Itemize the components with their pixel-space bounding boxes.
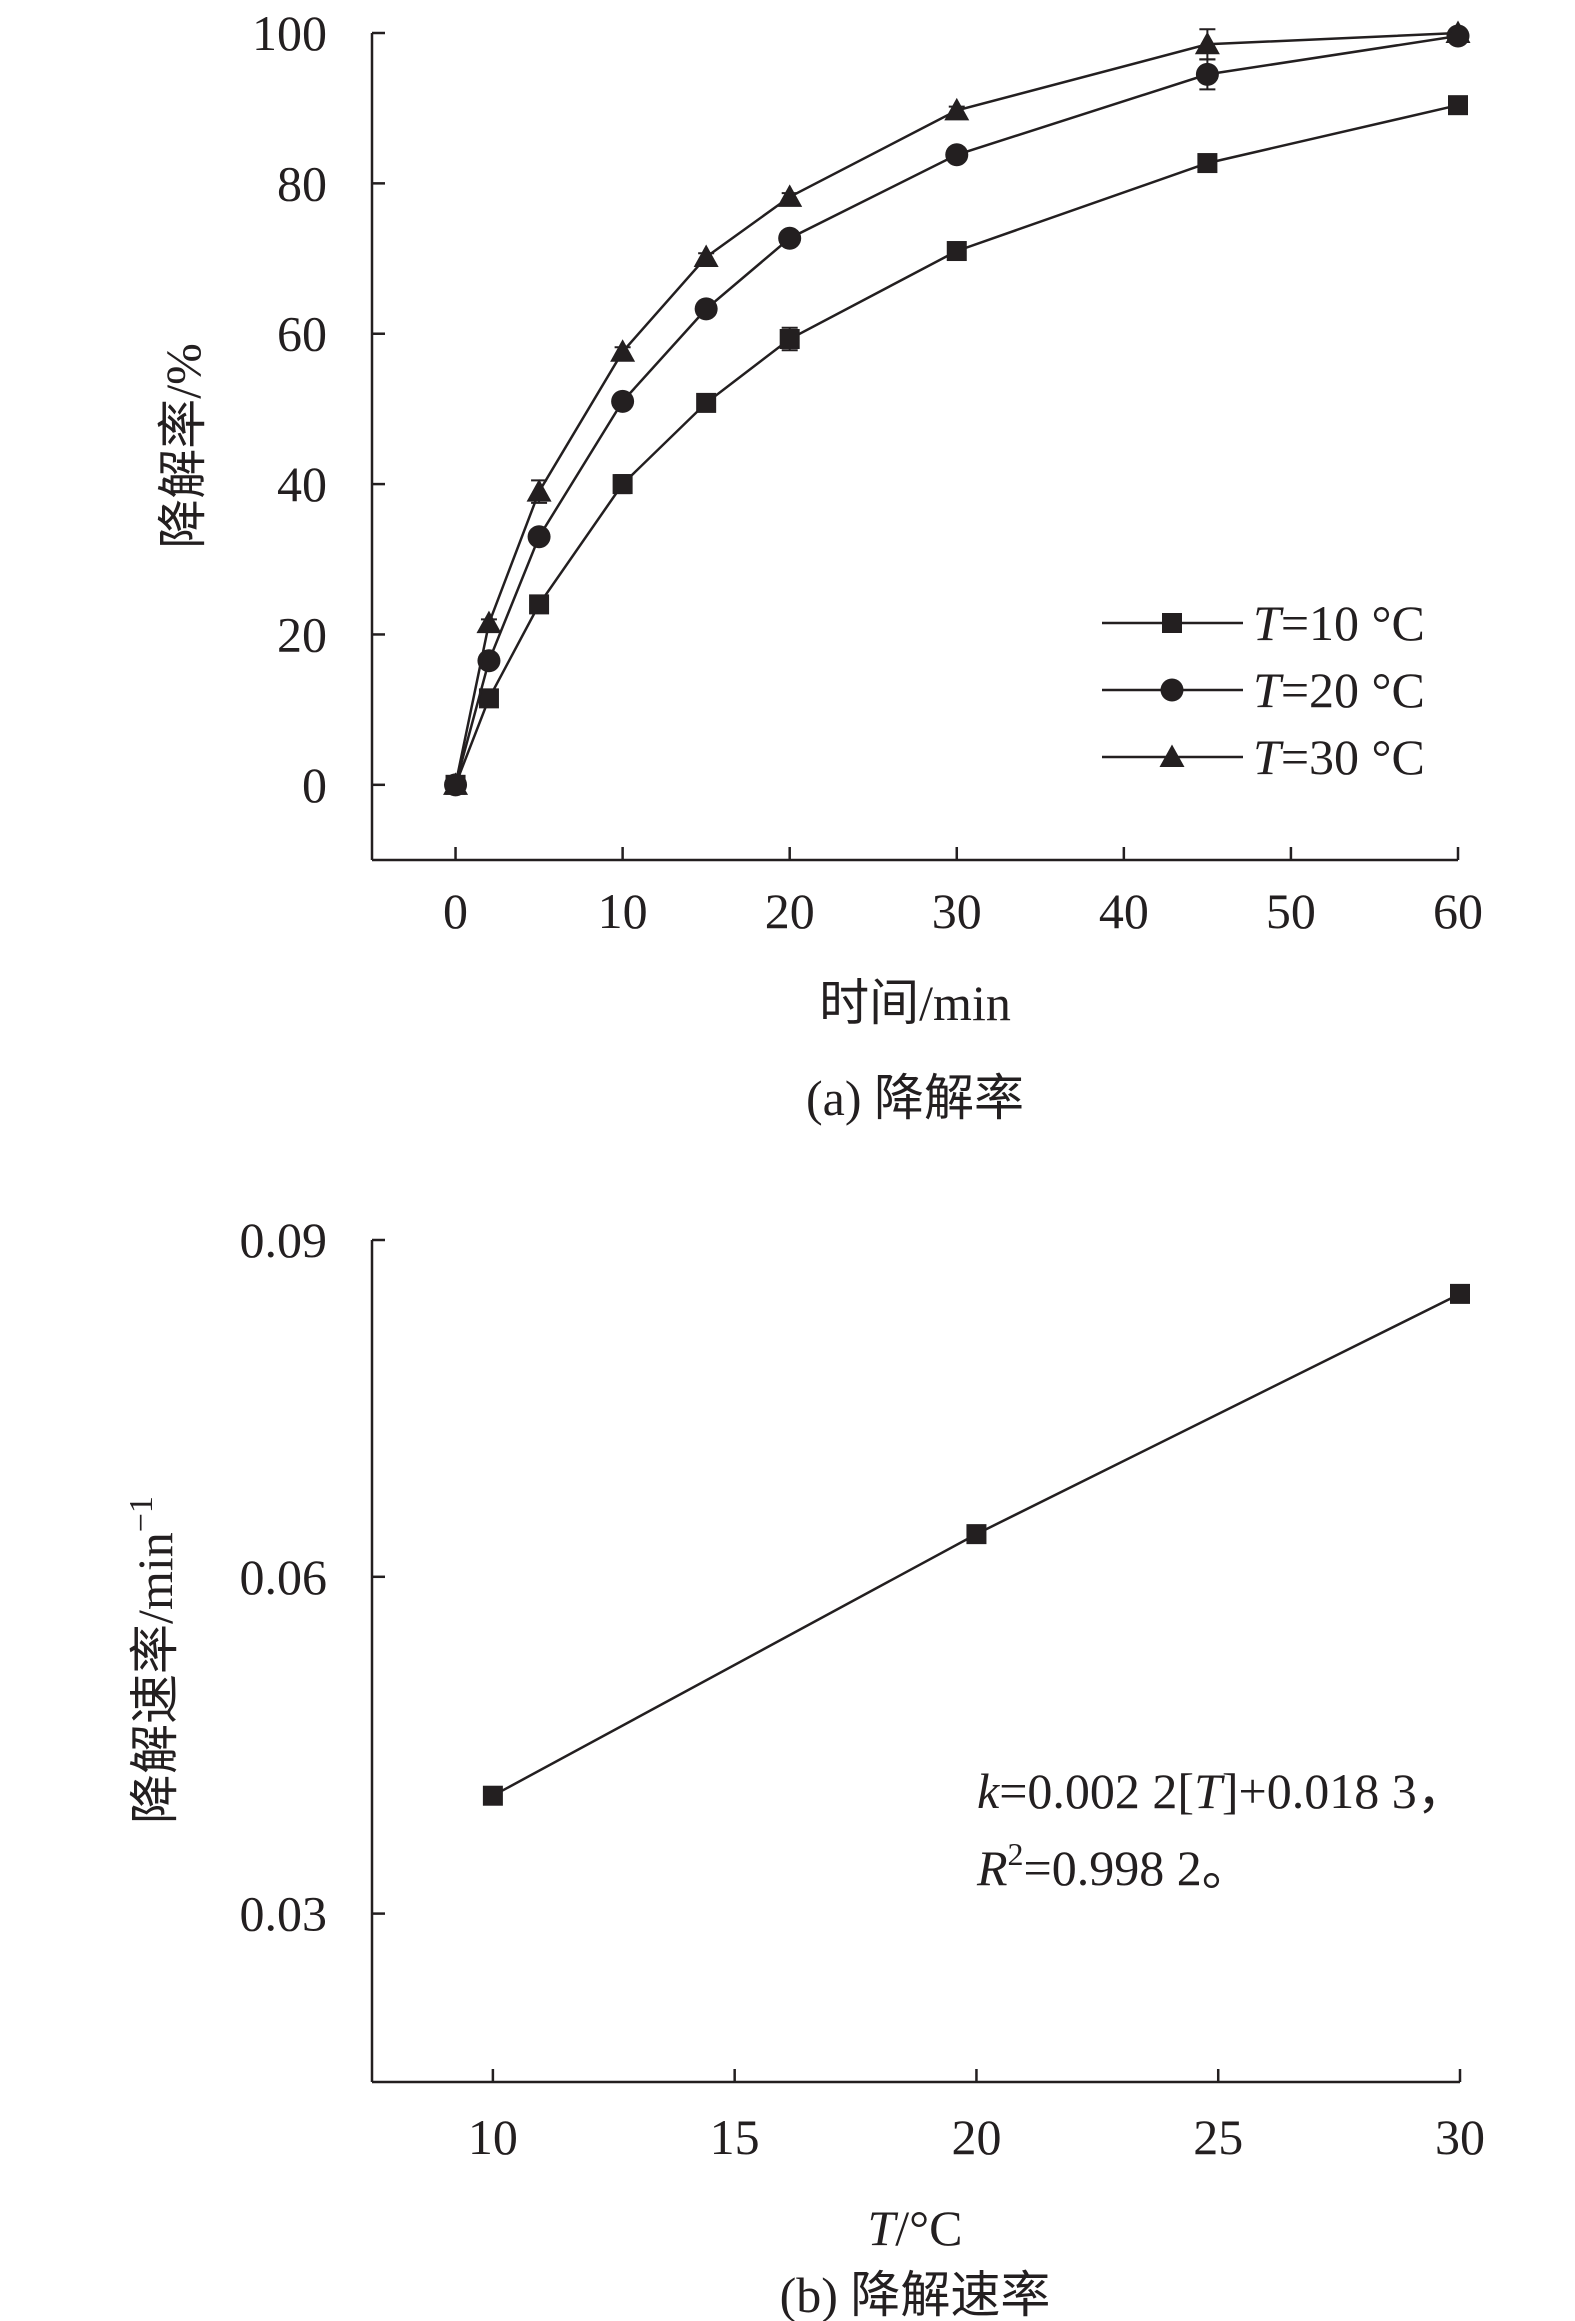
chart-a-y-tick-label: 100 bbox=[252, 5, 327, 61]
chart-a-x-ticks: 0 10 20 30 40 50 60 bbox=[443, 847, 1483, 939]
chart-a-data-point bbox=[527, 525, 551, 549]
chart-b-caption: (b) 降解速率 bbox=[780, 2267, 1051, 2321]
chart-a-data-point bbox=[610, 339, 636, 362]
chart-b-data-point bbox=[482, 1785, 503, 1806]
fit-r-squared-exponent: 2 bbox=[1008, 1836, 1024, 1872]
legend-label-value: =20 °C bbox=[1281, 662, 1425, 718]
chart-a-data-point bbox=[1194, 31, 1220, 55]
chart-a-data-point bbox=[694, 297, 718, 321]
legend-label-value: =30 °C bbox=[1281, 729, 1425, 785]
chart-a-y-ticks: 0 20 40 60 80 100 bbox=[252, 5, 385, 813]
chart-b-x-ticks: 10 15 20 25 30 bbox=[468, 2069, 1485, 2165]
chart-b-data-point bbox=[966, 1524, 987, 1545]
chart-a-data-point bbox=[778, 226, 802, 250]
fit-r-squared-value: =0.998 2。 bbox=[1024, 1840, 1252, 1896]
chart-b-series-1 bbox=[482, 1283, 1470, 1806]
chart-a-data-point bbox=[611, 389, 635, 413]
chart-a-data-point bbox=[1445, 20, 1471, 43]
legend-label: T=20 °C bbox=[1253, 662, 1425, 718]
chart-b-x-axis-title: T/°C bbox=[867, 2200, 962, 2256]
chart-a-x-tick-label: 20 bbox=[765, 883, 815, 939]
chart-a-y-tick-label: 20 bbox=[277, 606, 327, 662]
chart-b-x-tick-label: 25 bbox=[1193, 2109, 1243, 2165]
legend-entry-1: T=10 °C bbox=[1102, 595, 1425, 651]
chart-a-data-point bbox=[443, 772, 469, 795]
fit-r-squared-R: R bbox=[976, 1840, 1008, 1896]
chart-a-x-axis-title: 时间/min bbox=[819, 975, 1011, 1031]
fit-equation-k: k bbox=[977, 1763, 1000, 1819]
chart-a-y-tick-label: 80 bbox=[277, 155, 327, 211]
legend-marker bbox=[1162, 613, 1182, 633]
chart-b-x-axis-unit: /°C bbox=[895, 2200, 962, 2256]
chart-b-series bbox=[482, 1283, 1470, 1806]
chart-b-y-tick-label: 0.03 bbox=[240, 1886, 328, 1942]
fit-r-squared: R2=0.998 2。 bbox=[976, 1836, 1252, 1896]
chart-b-x-tick-label: 15 bbox=[710, 2109, 760, 2165]
chart-a-data-point bbox=[1448, 95, 1468, 116]
chart-a-data-point bbox=[1197, 153, 1218, 174]
legend-marker bbox=[1159, 744, 1185, 767]
chart-b-x-tick-label: 10 bbox=[468, 2109, 518, 2165]
legend-label-variable: T bbox=[1253, 729, 1284, 785]
chart-b-y-axis-title-base: 降解速率/min bbox=[127, 1532, 183, 1824]
legend-label: T=10 °C bbox=[1253, 595, 1425, 651]
legend-label-variable: T bbox=[1253, 595, 1284, 651]
chart-a-y-tick-label: 40 bbox=[277, 456, 327, 512]
chart-a-series bbox=[443, 20, 1471, 797]
chart-b-y-tick-label: 0.06 bbox=[240, 1549, 328, 1605]
chart-a-data-point bbox=[478, 688, 499, 709]
chart-a-legend: T=10 °CT=20 °CT=30 °C bbox=[1102, 595, 1425, 785]
chart-a-data-point bbox=[612, 474, 633, 495]
legend-label: T=30 °C bbox=[1253, 729, 1425, 785]
fit-equation-part1: =0.002 2[ bbox=[999, 1763, 1194, 1819]
chart-a-data-point bbox=[526, 479, 552, 502]
chart-a-y-tick-label: 60 bbox=[277, 306, 327, 362]
fit-equation-T: T bbox=[1194, 1763, 1225, 1819]
chart-a-y-axis-title: 降解率/% bbox=[155, 343, 211, 549]
legend-entry-3: T=30 °C bbox=[1102, 729, 1425, 785]
chart-a-x-tick-label: 0 bbox=[443, 883, 468, 939]
chart-b-x-tick-label: 20 bbox=[951, 2109, 1001, 2165]
chart-a-data-point bbox=[945, 143, 969, 167]
legend-entry-2: T=20 °C bbox=[1102, 662, 1425, 718]
chart-b-x-axis-variable: T bbox=[867, 2200, 898, 2256]
legend-marker bbox=[1160, 678, 1184, 702]
fit-equation: k=0.002 2[T]+0.018 3， bbox=[977, 1763, 1467, 1819]
chart-a-x-tick-label: 50 bbox=[1266, 883, 1316, 939]
fit-equation-part2: ]+0.018 3， bbox=[1222, 1763, 1467, 1819]
chart-b-y-axis-title-exponent: −1 bbox=[123, 1496, 160, 1532]
chart-a-data-point bbox=[1195, 62, 1219, 86]
chart-a-x-tick-label: 30 bbox=[932, 883, 982, 939]
chart-a-data-point bbox=[946, 241, 967, 262]
chart-a-x-tick-label: 60 bbox=[1433, 883, 1483, 939]
chart-b-y-ticks: 0.03 0.06 0.09 bbox=[240, 1212, 385, 1942]
chart-a-x-tick-label: 10 bbox=[598, 883, 648, 939]
legend-label-variable: T bbox=[1253, 662, 1284, 718]
chart-a-data-point bbox=[777, 184, 803, 207]
chart-a-caption: (a) 降解率 bbox=[806, 1070, 1024, 1126]
chart-b-fit-line bbox=[492, 1292, 1461, 1797]
chart-b-y-axis-title: 降解速率/min−1 bbox=[123, 1496, 183, 1824]
chart-a-data-point bbox=[779, 328, 800, 349]
chart-a-x-tick-label: 40 bbox=[1099, 883, 1149, 939]
legend-label-value: =10 °C bbox=[1281, 595, 1425, 651]
chart-a-data-point bbox=[693, 244, 719, 268]
chart-b-degradation-rate-constant: 0.030.060.09 10 15 20 25 30 T/°C 降解速率/min−1 … bbox=[123, 1212, 1485, 2321]
chart-a-y-tick-label: 0 bbox=[302, 757, 327, 813]
chart-a-data-point bbox=[696, 392, 717, 413]
chart-b-x-tick-label: 30 bbox=[1435, 2109, 1485, 2165]
chart-b-y-tick-label: 0.09 bbox=[240, 1212, 328, 1268]
chart-b-data-point bbox=[1450, 1283, 1470, 1304]
chart-a-series-3 bbox=[443, 20, 1471, 795]
chart-a-data-point bbox=[944, 97, 970, 121]
chart-a-series-1 bbox=[445, 95, 1468, 795]
chart-a-data-point bbox=[529, 594, 550, 615]
chart-a-data-point bbox=[476, 610, 502, 634]
